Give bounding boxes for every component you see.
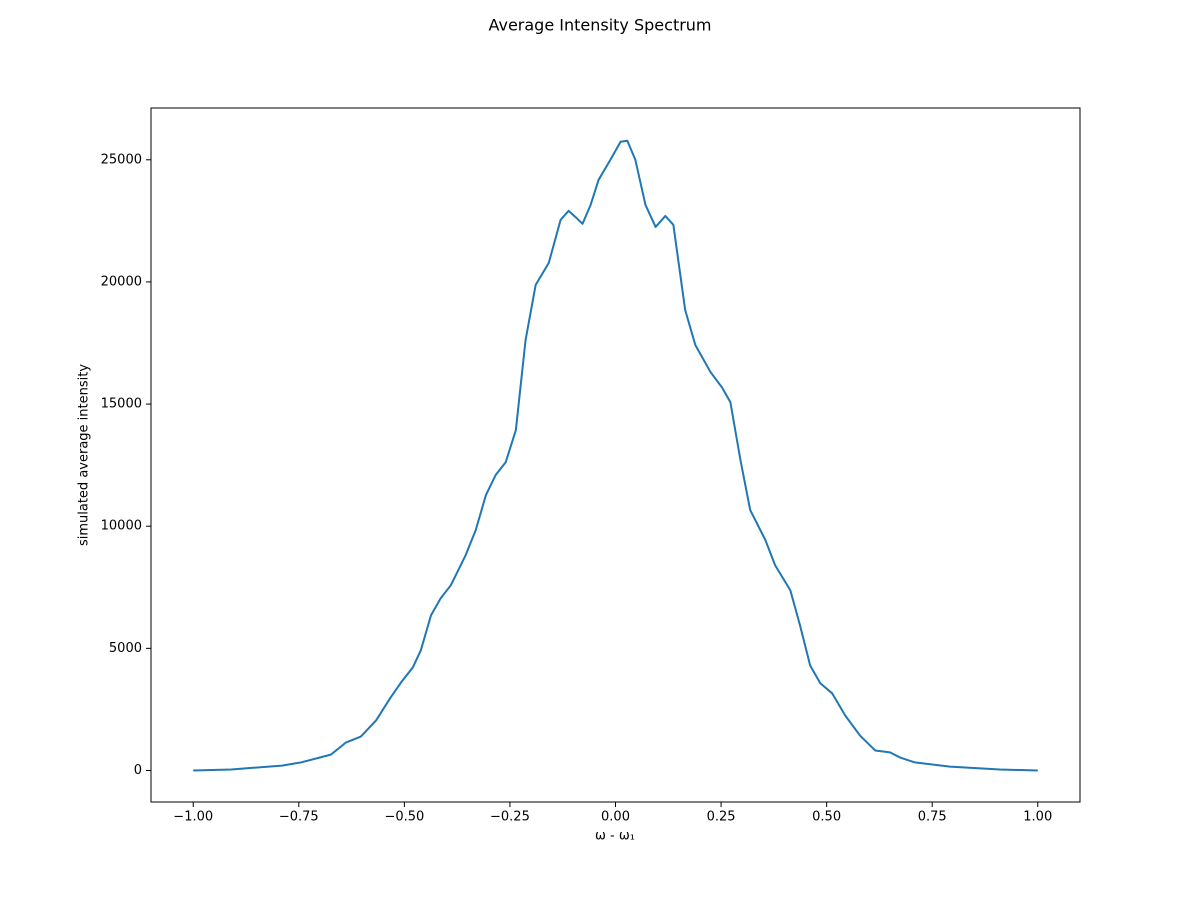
y-tick-label: 0	[134, 763, 142, 778]
x-tick-label: 0.75	[918, 810, 947, 825]
data-line	[193, 139, 1038, 772]
x-tick-label: 0.50	[812, 810, 841, 825]
y-tick-label: 5000	[109, 641, 142, 656]
x-tick-label: 0.25	[707, 810, 736, 825]
chart-title: Average Intensity Spectrum	[488, 16, 711, 35]
x-tick-label: −0.25	[490, 810, 530, 825]
x-axis-label: ω - ω₁	[595, 829, 635, 844]
x-tick-label: −0.50	[384, 810, 424, 825]
y-tick-label: 15000	[101, 397, 142, 412]
y-tick-label: 10000	[101, 519, 142, 534]
x-tick-label: −0.75	[279, 810, 319, 825]
y-tick-label: 25000	[101, 152, 142, 167]
x-tick-label: 1.00	[1023, 810, 1052, 825]
x-tick-label: 0.00	[601, 810, 630, 825]
y-axis-label: simulated average intensity	[77, 364, 92, 546]
x-tick-label: −1.00	[173, 810, 213, 825]
y-tick-label: 20000	[101, 274, 142, 289]
plot-frame	[150, 107, 1081, 803]
